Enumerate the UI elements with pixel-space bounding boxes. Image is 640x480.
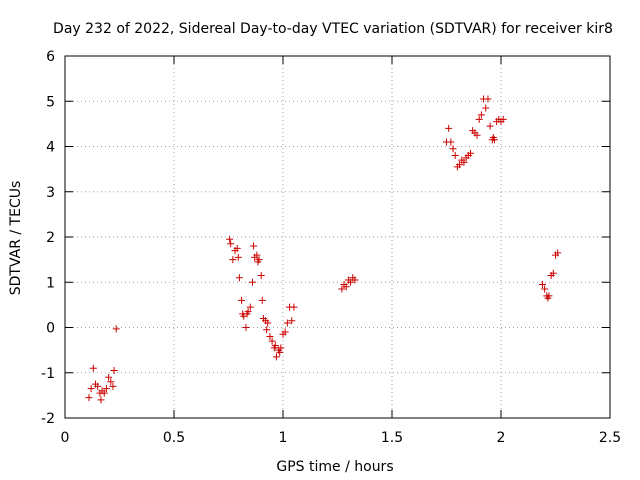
data-point <box>447 138 455 146</box>
data-point <box>484 95 492 103</box>
data-point <box>338 285 346 293</box>
data-point <box>288 317 296 325</box>
data-point <box>235 274 243 282</box>
data-points <box>85 95 562 404</box>
data-point <box>94 382 102 390</box>
data-point <box>250 242 258 250</box>
data-point <box>253 251 261 259</box>
data-point <box>263 326 271 334</box>
data-point <box>486 122 494 130</box>
data-point <box>87 385 95 393</box>
data-point <box>281 328 289 336</box>
data-point <box>549 269 557 277</box>
data-point <box>112 325 120 333</box>
data-point <box>242 324 250 331</box>
data-point <box>347 278 355 286</box>
data-point <box>449 145 457 153</box>
data-point <box>342 283 350 291</box>
x-tick-label: 1 <box>279 430 288 446</box>
data-point <box>466 149 474 157</box>
data-point <box>85 394 93 402</box>
data-point <box>89 364 97 372</box>
data-point <box>482 104 490 112</box>
data-point <box>233 244 241 252</box>
x-tick-label: 2.5 <box>599 430 621 446</box>
data-point <box>97 396 105 404</box>
y-tick-label: 1 <box>46 275 55 291</box>
data-point <box>545 292 553 300</box>
x-tick-label: 2 <box>497 430 506 446</box>
data-point <box>244 308 252 316</box>
data-point <box>283 319 291 327</box>
data-point <box>266 333 274 341</box>
data-point <box>110 366 118 374</box>
data-point <box>460 158 468 166</box>
x-tick-label: 0 <box>61 430 70 446</box>
data-point <box>276 348 284 356</box>
data-point <box>246 303 254 311</box>
y-tick-label: -2 <box>41 411 55 427</box>
data-point <box>473 131 481 139</box>
data-point <box>226 235 234 243</box>
data-point <box>451 152 459 160</box>
data-point <box>258 296 266 304</box>
data-point <box>255 256 263 264</box>
data-point <box>475 115 483 123</box>
data-point <box>102 385 110 393</box>
chart-title: Day 232 of 2022, Sidereal Day-to-day VTE… <box>53 21 613 37</box>
data-point <box>271 342 279 350</box>
x-tick-label: 0.5 <box>163 430 185 446</box>
data-point <box>248 278 256 286</box>
x-axis-title: GPS time / hours <box>276 459 393 475</box>
data-point <box>290 303 298 311</box>
plot-frame <box>64 55 611 419</box>
x-tick-labels: 0 0.5 1 1.5 2 2.5 <box>61 430 622 446</box>
y-axis-title: SDTVAR / TECUs <box>8 181 24 296</box>
data-point <box>105 373 113 381</box>
y-tick-label: 0 <box>46 321 55 337</box>
y-tick-labels: -2 -1 0 1 2 3 4 5 6 <box>41 49 55 427</box>
y-tick-label: -1 <box>41 366 55 382</box>
data-point <box>109 382 117 390</box>
series-sdtvar <box>85 95 562 404</box>
data-point <box>234 253 242 261</box>
data-point <box>277 344 285 352</box>
data-point <box>541 285 549 293</box>
data-point <box>268 337 276 345</box>
data-point <box>272 353 280 361</box>
data-point <box>538 281 546 289</box>
data-point <box>477 111 485 119</box>
grid-lines <box>65 56 610 418</box>
y-tick-label: 5 <box>46 94 55 110</box>
data-point <box>490 136 498 144</box>
data-point <box>499 115 507 123</box>
data-point <box>445 124 453 132</box>
data-point <box>100 389 108 397</box>
data-point <box>264 319 272 327</box>
y-tick-label: 6 <box>46 49 55 65</box>
data-point <box>238 296 246 304</box>
data-point <box>227 240 235 248</box>
y-tick-label: 2 <box>46 230 55 246</box>
data-point <box>554 249 562 257</box>
data-point <box>351 276 359 284</box>
data-point <box>257 271 265 279</box>
x-tick-label: 1.5 <box>381 430 403 446</box>
y-tick-label: 3 <box>46 185 55 201</box>
data-point <box>107 378 115 386</box>
data-point <box>456 161 464 169</box>
data-point <box>229 256 237 264</box>
y-tick-label: 4 <box>46 140 55 156</box>
